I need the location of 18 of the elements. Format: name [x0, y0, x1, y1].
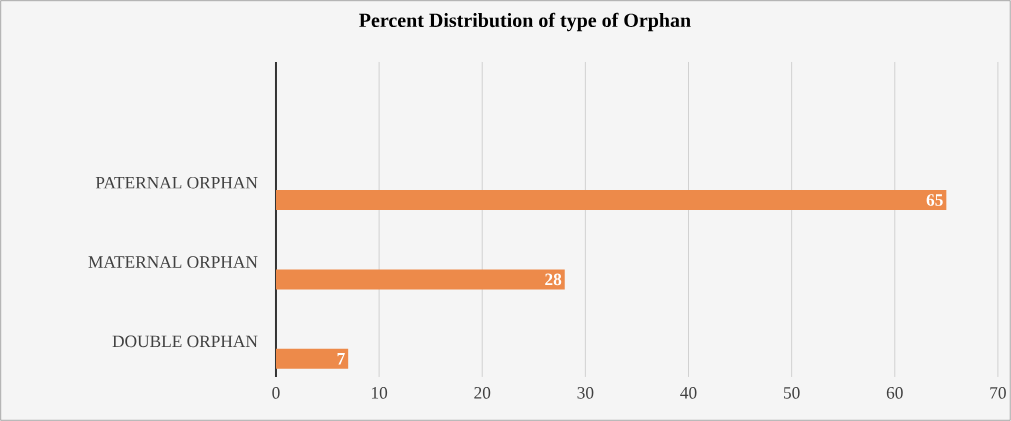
- x-tick-label: 50: [783, 387, 800, 399]
- x-tick-label: 70: [990, 387, 1006, 399]
- x-tick-label: 60: [886, 387, 903, 399]
- x-tick-label: 10: [371, 387, 388, 399]
- y-tick-label: PATERNAL ORPHAN: [95, 176, 258, 189]
- data-label: 28: [545, 273, 562, 286]
- bar: [275, 348, 349, 369]
- bar: [275, 269, 565, 290]
- chart-title: Percent Distribution of type of Orphan: [359, 12, 691, 32]
- y-tick-label: DOUBLE ORPHAN: [112, 335, 258, 348]
- x-tick-label: 20: [474, 387, 491, 399]
- x-tick-label: 40: [680, 387, 697, 399]
- x-tick-label: 0: [272, 387, 280, 399]
- x-tick-label: 30: [577, 387, 594, 399]
- data-label: 7: [337, 353, 345, 365]
- y-tick-label: MATERNAL ORPHAN: [88, 256, 258, 268]
- bar: [275, 190, 947, 211]
- data-label: 65: [926, 194, 943, 206]
